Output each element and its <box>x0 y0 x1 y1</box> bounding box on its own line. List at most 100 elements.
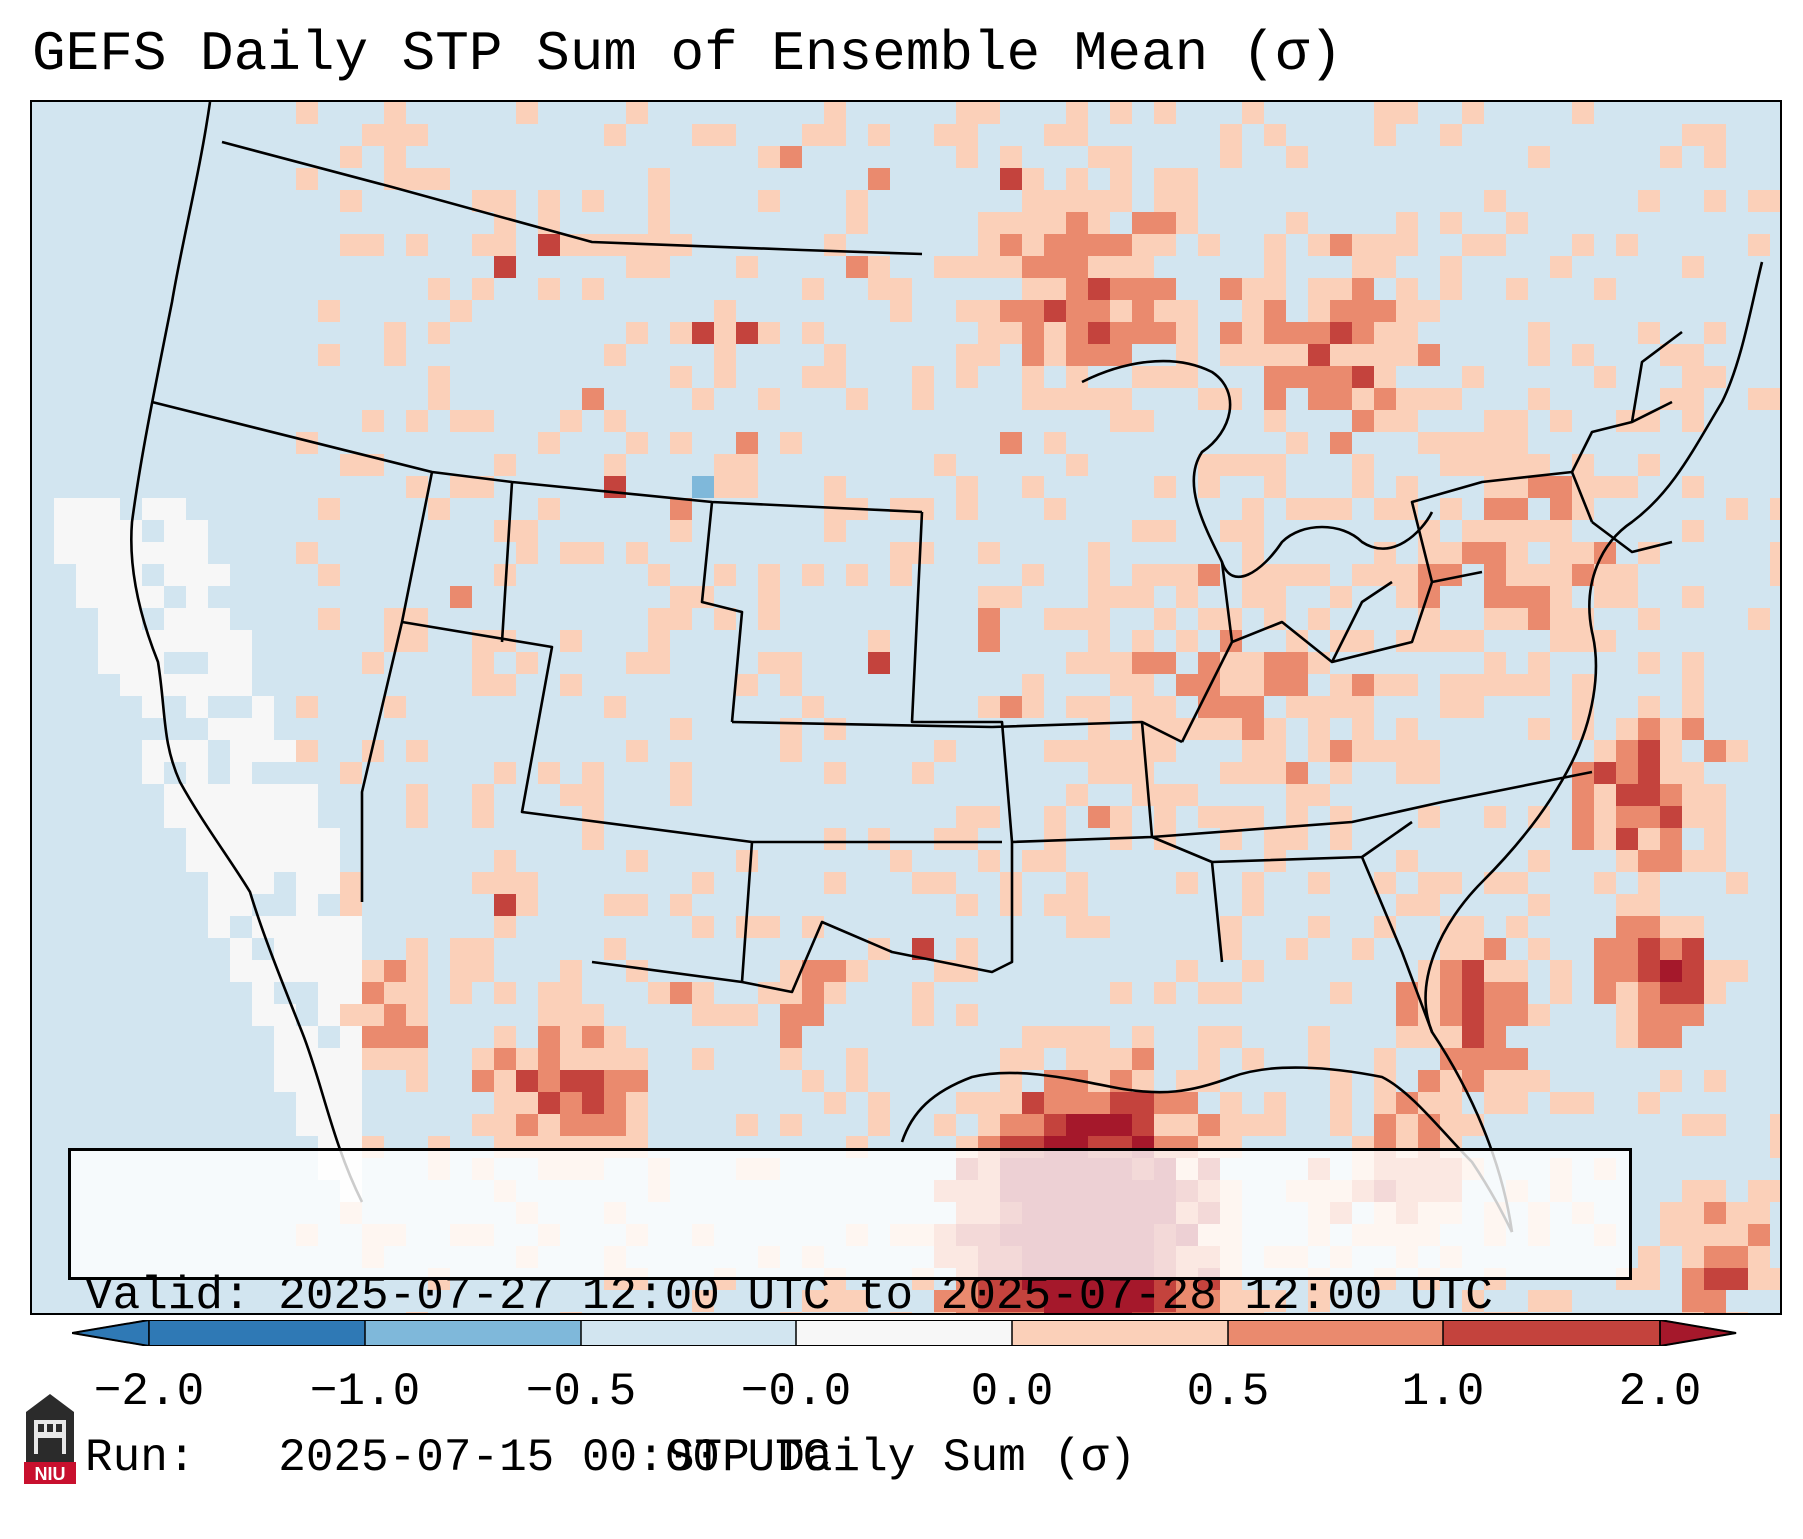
stp-cell <box>1132 278 1154 300</box>
stp-cell <box>846 388 868 410</box>
stp-cell <box>1308 718 1330 740</box>
stp-cell <box>1308 1048 1330 1070</box>
stp-cell <box>1308 608 1330 630</box>
stp-cell <box>1550 498 1572 520</box>
stp-cell <box>1264 652 1286 674</box>
stp-cell <box>736 1114 758 1136</box>
stp-cell <box>582 1048 604 1070</box>
stp-cell <box>1462 1070 1484 1092</box>
valid-period-text: Valid: 2025-07-27 12:00 UTC to 2025-07-2… <box>85 1270 1493 1322</box>
stp-cell <box>1308 784 1330 806</box>
stp-cell <box>1066 454 1088 476</box>
stp-cell <box>1594 960 1616 982</box>
stp-cell <box>494 982 516 1004</box>
stp-cell <box>274 1004 296 1026</box>
stp-cell <box>1286 652 1308 674</box>
stp-cell <box>406 168 428 190</box>
stp-cell <box>1396 718 1418 740</box>
stp-cell <box>1704 146 1726 168</box>
stp-cell <box>252 960 274 982</box>
stp-cell <box>1396 388 1418 410</box>
stp-cell <box>516 542 538 564</box>
stp-cell <box>1132 410 1154 432</box>
stp-cell <box>230 960 252 982</box>
stp-cell <box>1000 432 1022 454</box>
stp-cell <box>208 718 230 740</box>
stp-cell <box>230 894 252 916</box>
stp-cell <box>1154 168 1176 190</box>
stp-cell <box>604 1026 626 1048</box>
stp-cell <box>1418 740 1440 762</box>
stp-cell <box>1506 916 1528 938</box>
stp-cell <box>1572 234 1594 256</box>
stp-cell <box>362 1004 384 1026</box>
stp-cell <box>1242 520 1264 542</box>
stp-cell <box>1704 1268 1726 1290</box>
stp-cell <box>912 366 934 388</box>
stp-cell <box>1418 432 1440 454</box>
stp-cell <box>1484 608 1506 630</box>
stp-cell <box>780 1312 802 1313</box>
stp-cell <box>1066 916 1088 938</box>
stp-cell <box>1440 1092 1462 1114</box>
stp-cell <box>1352 454 1374 476</box>
stp-cell <box>406 806 428 828</box>
stp-cell <box>340 982 362 1004</box>
stp-cell <box>868 1092 890 1114</box>
stp-cell <box>1242 872 1264 894</box>
stp-cell <box>1264 718 1286 740</box>
stp-cell <box>318 982 340 1004</box>
stp-cell <box>1572 542 1594 564</box>
stp-cell <box>1308 300 1330 322</box>
stp-cell <box>1682 1114 1704 1136</box>
stp-cell <box>626 850 648 872</box>
stp-cell <box>648 982 670 1004</box>
stp-cell <box>1132 564 1154 586</box>
stp-cell <box>1088 1070 1110 1092</box>
stp-cell <box>978 850 1000 872</box>
stp-cell <box>1440 388 1462 410</box>
stp-cell <box>406 982 428 1004</box>
stp-cell <box>384 322 406 344</box>
stp-cell <box>1638 1246 1660 1268</box>
stp-cell <box>758 608 780 630</box>
stp-cell <box>494 1026 516 1048</box>
stp-cell <box>538 1070 560 1092</box>
stp-cell <box>1242 1048 1264 1070</box>
stp-cell <box>208 894 230 916</box>
stp-cell <box>98 608 120 630</box>
stp-cell <box>1528 388 1550 410</box>
stp-cell <box>604 476 626 498</box>
stp-cell <box>1594 586 1616 608</box>
stp-cell <box>1066 388 1088 410</box>
stp-cell <box>1110 1312 1132 1313</box>
stp-cell <box>560 630 582 652</box>
stp-cell <box>560 1092 582 1114</box>
stp-cell <box>296 1114 318 1136</box>
stp-cell <box>582 388 604 410</box>
stp-cell <box>1638 322 1660 344</box>
stp-cell <box>1572 828 1594 850</box>
stp-cell <box>252 806 274 828</box>
stp-cell <box>692 982 714 1004</box>
stp-cell <box>714 322 736 344</box>
stp-cell <box>1660 784 1682 806</box>
stp-cell <box>1506 454 1528 476</box>
stp-cell <box>1000 146 1022 168</box>
stp-cell <box>1748 608 1770 630</box>
stp-cell <box>1022 190 1044 212</box>
stp-cell <box>670 762 692 784</box>
stp-cell <box>1748 1202 1770 1224</box>
stp-cell <box>1022 850 1044 872</box>
stp-cell <box>1308 916 1330 938</box>
stp-cell <box>516 1070 538 1092</box>
stp-cell <box>692 388 714 410</box>
stp-cell <box>714 300 736 322</box>
stp-cell <box>824 1092 846 1114</box>
stp-cell <box>956 256 978 278</box>
stp-cell <box>1022 366 1044 388</box>
stp-cell <box>956 894 978 916</box>
stp-cell <box>868 124 890 146</box>
stp-cell <box>780 740 802 762</box>
stp-cell <box>1638 872 1660 894</box>
